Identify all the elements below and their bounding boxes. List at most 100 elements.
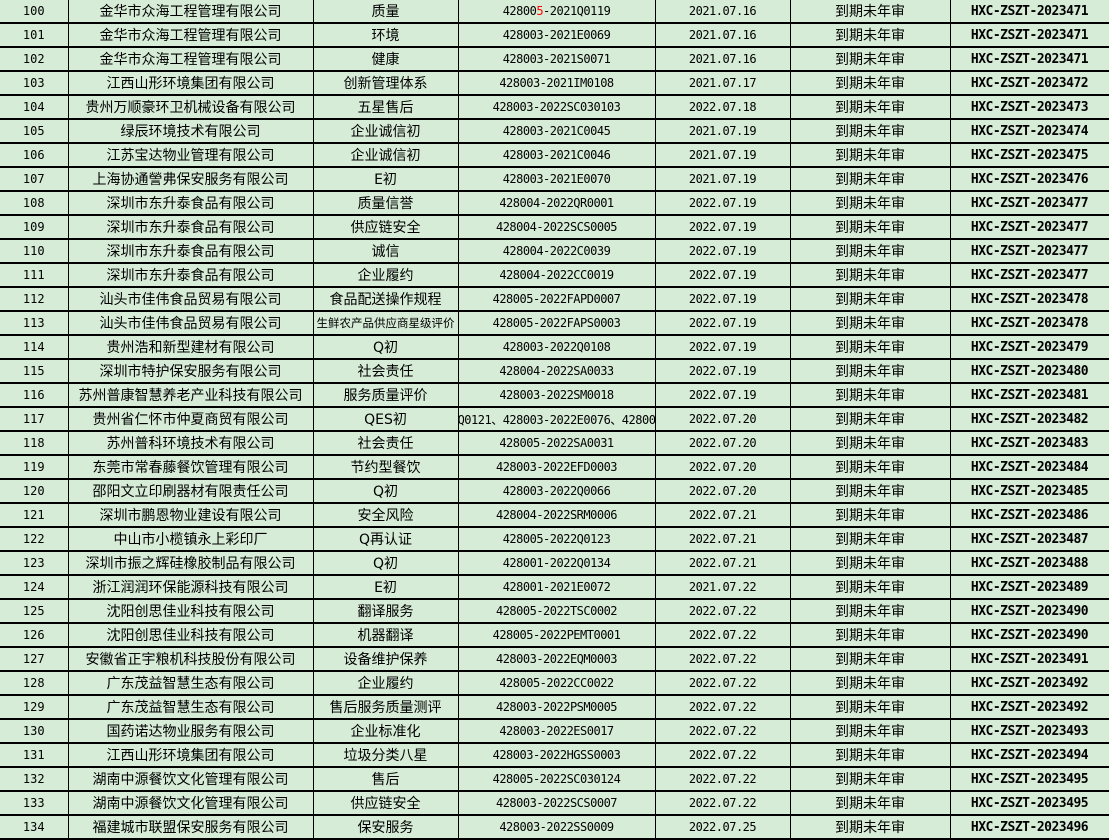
- date-cell[interactable]: 2022.07.22: [654, 790, 791, 816]
- cert-number-cell[interactable]: 428003-2021S0071: [457, 46, 656, 72]
- status-cell[interactable]: 到期未年审: [789, 646, 951, 672]
- date-cell[interactable]: 2022.07.18: [654, 94, 791, 120]
- date-cell[interactable]: 2022.07.22: [654, 670, 791, 696]
- code-cell[interactable]: HXC-ZSZT-2023480: [949, 358, 1109, 384]
- row-number-cell[interactable]: 104: [0, 94, 69, 120]
- company-cell[interactable]: 深圳市振之辉硅橡胶制品有限公司: [67, 550, 314, 576]
- row-number-cell[interactable]: 117: [0, 406, 69, 432]
- status-cell[interactable]: 到期未年审: [789, 526, 951, 552]
- cert-number-cell[interactable]: 428003-2022SC030103: [457, 94, 656, 120]
- code-cell[interactable]: HXC-ZSZT-2023479: [949, 334, 1109, 360]
- code-cell[interactable]: HXC-ZSZT-2023488: [949, 550, 1109, 576]
- code-cell[interactable]: HXC-ZSZT-2023471: [949, 22, 1109, 48]
- status-cell[interactable]: 到期未年审: [789, 454, 951, 480]
- row-number-cell[interactable]: 126: [0, 622, 69, 648]
- type-cell[interactable]: 企业履约: [312, 670, 459, 696]
- row-number-cell[interactable]: 114: [0, 334, 69, 360]
- date-cell[interactable]: 2022.07.19: [654, 334, 791, 360]
- date-cell[interactable]: 2022.07.21: [654, 526, 791, 552]
- company-cell[interactable]: 沈阳创思佳业科技有限公司: [67, 598, 314, 624]
- code-cell[interactable]: HXC-ZSZT-2023491: [949, 646, 1109, 672]
- row-number-cell[interactable]: 111: [0, 262, 69, 288]
- type-cell[interactable]: 质量: [312, 0, 459, 24]
- code-cell[interactable]: HXC-ZSZT-2023477: [949, 262, 1109, 288]
- cert-number-cell[interactable]: 428003-2022Q0108: [457, 334, 656, 360]
- row-number-cell[interactable]: 133: [0, 790, 69, 816]
- company-cell[interactable]: 浙江润润环保能源科技有限公司: [67, 574, 314, 600]
- date-cell[interactable]: 2021.07.19: [654, 166, 791, 192]
- type-cell[interactable]: Q初: [312, 550, 459, 576]
- type-cell[interactable]: 企业诚信初: [312, 118, 459, 144]
- row-number-cell[interactable]: 129: [0, 694, 69, 720]
- code-cell[interactable]: HXC-ZSZT-2023492: [949, 670, 1109, 696]
- status-cell[interactable]: 到期未年审: [789, 814, 951, 840]
- status-cell[interactable]: 到期未年审: [789, 502, 951, 528]
- company-cell[interactable]: 福建城市联盟保安服务有限公司: [67, 814, 314, 840]
- type-cell[interactable]: 健康: [312, 46, 459, 72]
- row-number-cell[interactable]: 112: [0, 286, 69, 312]
- row-number-cell[interactable]: 103: [0, 70, 69, 96]
- date-cell[interactable]: 2022.07.20: [654, 478, 791, 504]
- status-cell[interactable]: 到期未年审: [789, 70, 951, 96]
- type-cell[interactable]: 质量信誉: [312, 190, 459, 216]
- row-number-cell[interactable]: 121: [0, 502, 69, 528]
- status-cell[interactable]: 到期未年审: [789, 94, 951, 120]
- status-cell[interactable]: 到期未年审: [789, 598, 951, 624]
- status-cell[interactable]: 到期未年审: [789, 550, 951, 576]
- row-number-cell[interactable]: 113: [0, 310, 69, 336]
- code-cell[interactable]: HXC-ZSZT-2023490: [949, 622, 1109, 648]
- company-cell[interactable]: 汕头市佳伟食品贸易有限公司: [67, 286, 314, 312]
- status-cell[interactable]: 到期未年审: [789, 310, 951, 336]
- row-number-cell[interactable]: 108: [0, 190, 69, 216]
- date-cell[interactable]: 2022.07.22: [654, 622, 791, 648]
- code-cell[interactable]: HXC-ZSZT-2023489: [949, 574, 1109, 600]
- date-cell[interactable]: 2022.07.25: [654, 814, 791, 840]
- company-cell[interactable]: 深圳市东升泰食品有限公司: [67, 190, 314, 216]
- type-cell[interactable]: 垃圾分类八星: [312, 742, 459, 768]
- code-cell[interactable]: HXC-ZSZT-2023477: [949, 190, 1109, 216]
- cert-number-cell[interactable]: Q0121、428003-2022E0076、42800: [457, 406, 656, 432]
- row-number-cell[interactable]: 120: [0, 478, 69, 504]
- status-cell[interactable]: 到期未年审: [789, 22, 951, 48]
- date-cell[interactable]: 2022.07.19: [654, 214, 791, 240]
- row-number-cell[interactable]: 101: [0, 22, 69, 48]
- status-cell[interactable]: 到期未年审: [789, 286, 951, 312]
- cert-number-cell[interactable]: 428001-2021E0072: [457, 574, 656, 600]
- cert-number-cell[interactable]: 428001-2022Q0134: [457, 550, 656, 576]
- row-number-cell[interactable]: 116: [0, 382, 69, 408]
- cert-number-cell[interactable]: 428003-2021E0070: [457, 166, 656, 192]
- company-cell[interactable]: 苏州普科环境技术有限公司: [67, 430, 314, 456]
- cert-number-cell[interactable]: 428005-2022Q0123: [457, 526, 656, 552]
- company-cell[interactable]: 贵州浩和新型建材有限公司: [67, 334, 314, 360]
- cert-number-cell[interactable]: 428004-2022CC0019: [457, 262, 656, 288]
- company-cell[interactable]: 贵州万顺豪环卫机械设备有限公司: [67, 94, 314, 120]
- cert-number-cell[interactable]: 428004-2022SRM0006: [457, 502, 656, 528]
- row-number-cell[interactable]: 122: [0, 526, 69, 552]
- status-cell[interactable]: 到期未年审: [789, 790, 951, 816]
- cert-number-cell[interactable]: 428003-2022ES0017: [457, 718, 656, 744]
- cert-number-cell[interactable]: 428003-2021IM0108: [457, 70, 656, 96]
- type-cell[interactable]: 供应链安全: [312, 214, 459, 240]
- row-number-cell[interactable]: 118: [0, 430, 69, 456]
- status-cell[interactable]: 到期未年审: [789, 718, 951, 744]
- status-cell[interactable]: 到期未年审: [789, 430, 951, 456]
- type-cell[interactable]: 企业标准化: [312, 718, 459, 744]
- company-cell[interactable]: 金华市众海工程管理有限公司: [67, 46, 314, 72]
- company-cell[interactable]: 沈阳创思佳业科技有限公司: [67, 622, 314, 648]
- date-cell[interactable]: 2022.07.22: [654, 694, 791, 720]
- code-cell[interactable]: HXC-ZSZT-2023487: [949, 526, 1109, 552]
- status-cell[interactable]: 到期未年审: [789, 46, 951, 72]
- type-cell[interactable]: 设备维护保养: [312, 646, 459, 672]
- code-cell[interactable]: HXC-ZSZT-2023484: [949, 454, 1109, 480]
- status-cell[interactable]: 到期未年审: [789, 478, 951, 504]
- type-cell[interactable]: Q再认证: [312, 526, 459, 552]
- row-number-cell[interactable]: 105: [0, 118, 69, 144]
- date-cell[interactable]: 2022.07.20: [654, 430, 791, 456]
- date-cell[interactable]: 2022.07.21: [654, 550, 791, 576]
- date-cell[interactable]: 2022.07.20: [654, 454, 791, 480]
- type-cell[interactable]: 食品配送操作规程: [312, 286, 459, 312]
- cert-number-cell[interactable]: 428005-2022TSC0002: [457, 598, 656, 624]
- type-cell[interactable]: E初: [312, 574, 459, 600]
- cert-number-cell[interactable]: 428005-2021Q0119: [457, 0, 656, 24]
- cert-number-cell[interactable]: 428005-2022SA0031: [457, 430, 656, 456]
